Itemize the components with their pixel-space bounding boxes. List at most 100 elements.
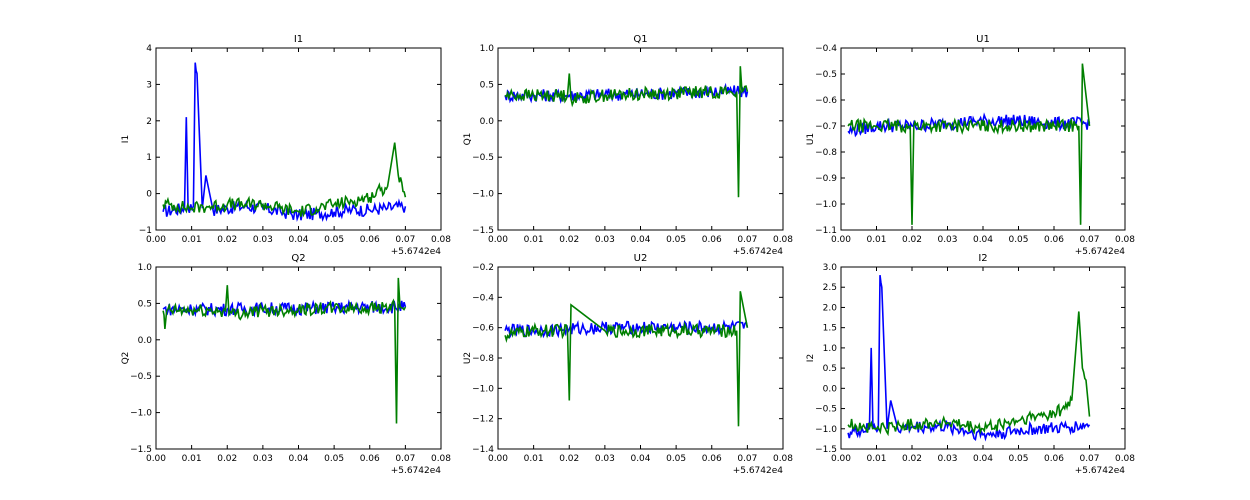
- y-tick-label: 0.5: [480, 80, 494, 90]
- subplot-title: Q2: [291, 253, 305, 264]
- y-tick-label: −1.2: [472, 415, 494, 425]
- x-tick-label: 0.04: [630, 454, 650, 464]
- series-line-2: [504, 291, 749, 427]
- x-tick-label: 0.01: [524, 454, 544, 464]
- x-offset-label: +5.6742e4: [391, 466, 442, 476]
- y-axis-label: I2: [806, 354, 816, 362]
- y-tick-label: 2: [146, 117, 152, 127]
- y-tick-label: −0.6: [815, 96, 837, 106]
- series-line-2: [162, 277, 407, 424]
- x-tick-label: 0.00: [831, 454, 851, 464]
- x-offset-label: +5.6742e4: [1075, 247, 1126, 257]
- x-tick-label: 0.04: [973, 454, 993, 464]
- y-tick-label: 4: [146, 44, 152, 54]
- x-tick-label: 0.04: [973, 235, 993, 245]
- subplot-i1: 0.00 0.01 0.02 0.03 0.04 0.05 0.06 0.07 0.08 −1 0 1…: [121, 34, 451, 257]
- subplot-q1: 0.00 0.01 0.02 0.03 0.04 0.05 0.06 0.07 0.08 −1.5…: [463, 34, 793, 257]
- y-tick-label: −0.5: [472, 153, 494, 163]
- y-tick-label: −1.0: [472, 384, 494, 394]
- y-tick-label: 1: [146, 153, 152, 163]
- y-tick-label: 1.0: [480, 44, 495, 54]
- x-tick-label: 0.04: [288, 454, 308, 464]
- y-tick-label: −0.4: [815, 44, 837, 54]
- y-tick-label: −0.5: [815, 70, 837, 80]
- series-line-1: [847, 275, 1091, 442]
- x-tick-label: 0.03: [253, 235, 273, 245]
- subplot-u2: 0.00 0.01 0.02 0.03 0.04 0.05 0.06 0.07 0.08 −1.4…: [463, 253, 793, 476]
- x-tick-label: 0.06: [1044, 454, 1064, 464]
- x-tick-label: 0.08: [431, 454, 451, 464]
- subplot-title: I2: [978, 253, 987, 264]
- x-tick-label: 0.07: [737, 454, 757, 464]
- x-tick-label: 0.08: [773, 454, 793, 464]
- x-tick-label: 0.07: [395, 454, 415, 464]
- y-tick-label: −0.8: [815, 148, 837, 158]
- x-tick-label: 0.07: [395, 235, 415, 245]
- subplot-title: I1: [294, 34, 303, 45]
- x-tick-label: 0.06: [702, 235, 722, 245]
- y-tick-label: 0.0: [138, 336, 153, 346]
- x-tick-label: 0.03: [595, 235, 615, 245]
- y-tick-label: −0.5: [130, 372, 152, 382]
- x-tick-label: 0.00: [488, 454, 508, 464]
- x-tick-label: 0.03: [937, 235, 957, 245]
- subplot-u1: 0.00 0.01 0.02 0.03 0.04 0.05 0.06 0.07 0.08 −1.1…: [806, 34, 1135, 257]
- x-tick-label: 0.04: [288, 235, 308, 245]
- series-line-2: [162, 142, 407, 218]
- x-tick-label: 0.07: [737, 235, 757, 245]
- y-tick-label: −1: [139, 226, 152, 236]
- x-offset-label: +5.6742e4: [733, 466, 784, 476]
- y-tick-label: −0.4: [472, 293, 494, 303]
- x-tick-label: 0.08: [773, 235, 793, 245]
- x-tick-label: 0.02: [217, 454, 237, 464]
- y-tick-label: −1.0: [815, 425, 837, 435]
- series-line-2: [847, 311, 1091, 437]
- y-tick-label: −0.6: [472, 324, 494, 334]
- y-tick-label: −1.0: [815, 200, 837, 210]
- y-tick-label: −1.4: [472, 445, 494, 455]
- series-line-2: [504, 66, 749, 198]
- subplot-title: U1: [976, 34, 990, 45]
- x-tick-label: 0.03: [253, 454, 273, 464]
- y-tick-label: −0.5: [815, 405, 837, 415]
- x-tick-label: 0.03: [595, 454, 615, 464]
- y-tick-label: 1.0: [138, 263, 153, 273]
- x-offset-label: +5.6742e4: [391, 247, 442, 257]
- x-tick-label: 0.05: [666, 235, 686, 245]
- series-line-1: [162, 62, 407, 222]
- series-line-1: [504, 82, 749, 104]
- x-tick-label: 0.05: [324, 235, 344, 245]
- x-tick-label: 0.01: [182, 235, 202, 245]
- x-tick-label: 0.02: [559, 235, 579, 245]
- x-tick-label: 0.01: [182, 454, 202, 464]
- y-tick-label: 0.5: [823, 364, 837, 374]
- x-tick-label: 0.04: [630, 235, 650, 245]
- x-offset-label: +5.6742e4: [1075, 466, 1126, 476]
- y-tick-label: −0.9: [815, 174, 837, 184]
- x-tick-label: 0.05: [666, 454, 686, 464]
- y-axis-label: U1: [806, 133, 816, 145]
- subplot-q2: 0.00 0.01 0.02 0.03 0.04 0.05 0.06 0.07 0.08 −1.5…: [121, 253, 451, 476]
- y-tick-label: 1.5: [823, 324, 837, 334]
- x-tick-label: 0.07: [1079, 454, 1099, 464]
- y-tick-label: −1.1: [815, 226, 837, 236]
- y-tick-label: −1.5: [130, 445, 152, 455]
- y-tick-label: 3.0: [823, 263, 838, 273]
- y-tick-label: 0: [146, 190, 152, 200]
- y-tick-label: −1.5: [815, 445, 837, 455]
- series-line-1: [162, 298, 407, 318]
- x-tick-label: 0.00: [488, 235, 508, 245]
- x-tick-label: 0.00: [146, 454, 166, 464]
- x-tick-label: 0.00: [831, 235, 851, 245]
- x-tick-label: 0.05: [324, 454, 344, 464]
- x-tick-label: 0.07: [1079, 235, 1099, 245]
- x-tick-label: 0.08: [1115, 454, 1135, 464]
- x-tick-label: 0.02: [902, 235, 922, 245]
- x-tick-label: 0.01: [524, 235, 544, 245]
- y-tick-label: 0.5: [138, 299, 152, 309]
- x-tick-label: 0.08: [1115, 235, 1135, 245]
- y-tick-label: −1.0: [130, 409, 152, 419]
- y-tick-label: 2.5: [823, 283, 837, 293]
- x-tick-label: 0.06: [360, 454, 380, 464]
- y-tick-label: −0.8: [472, 354, 494, 364]
